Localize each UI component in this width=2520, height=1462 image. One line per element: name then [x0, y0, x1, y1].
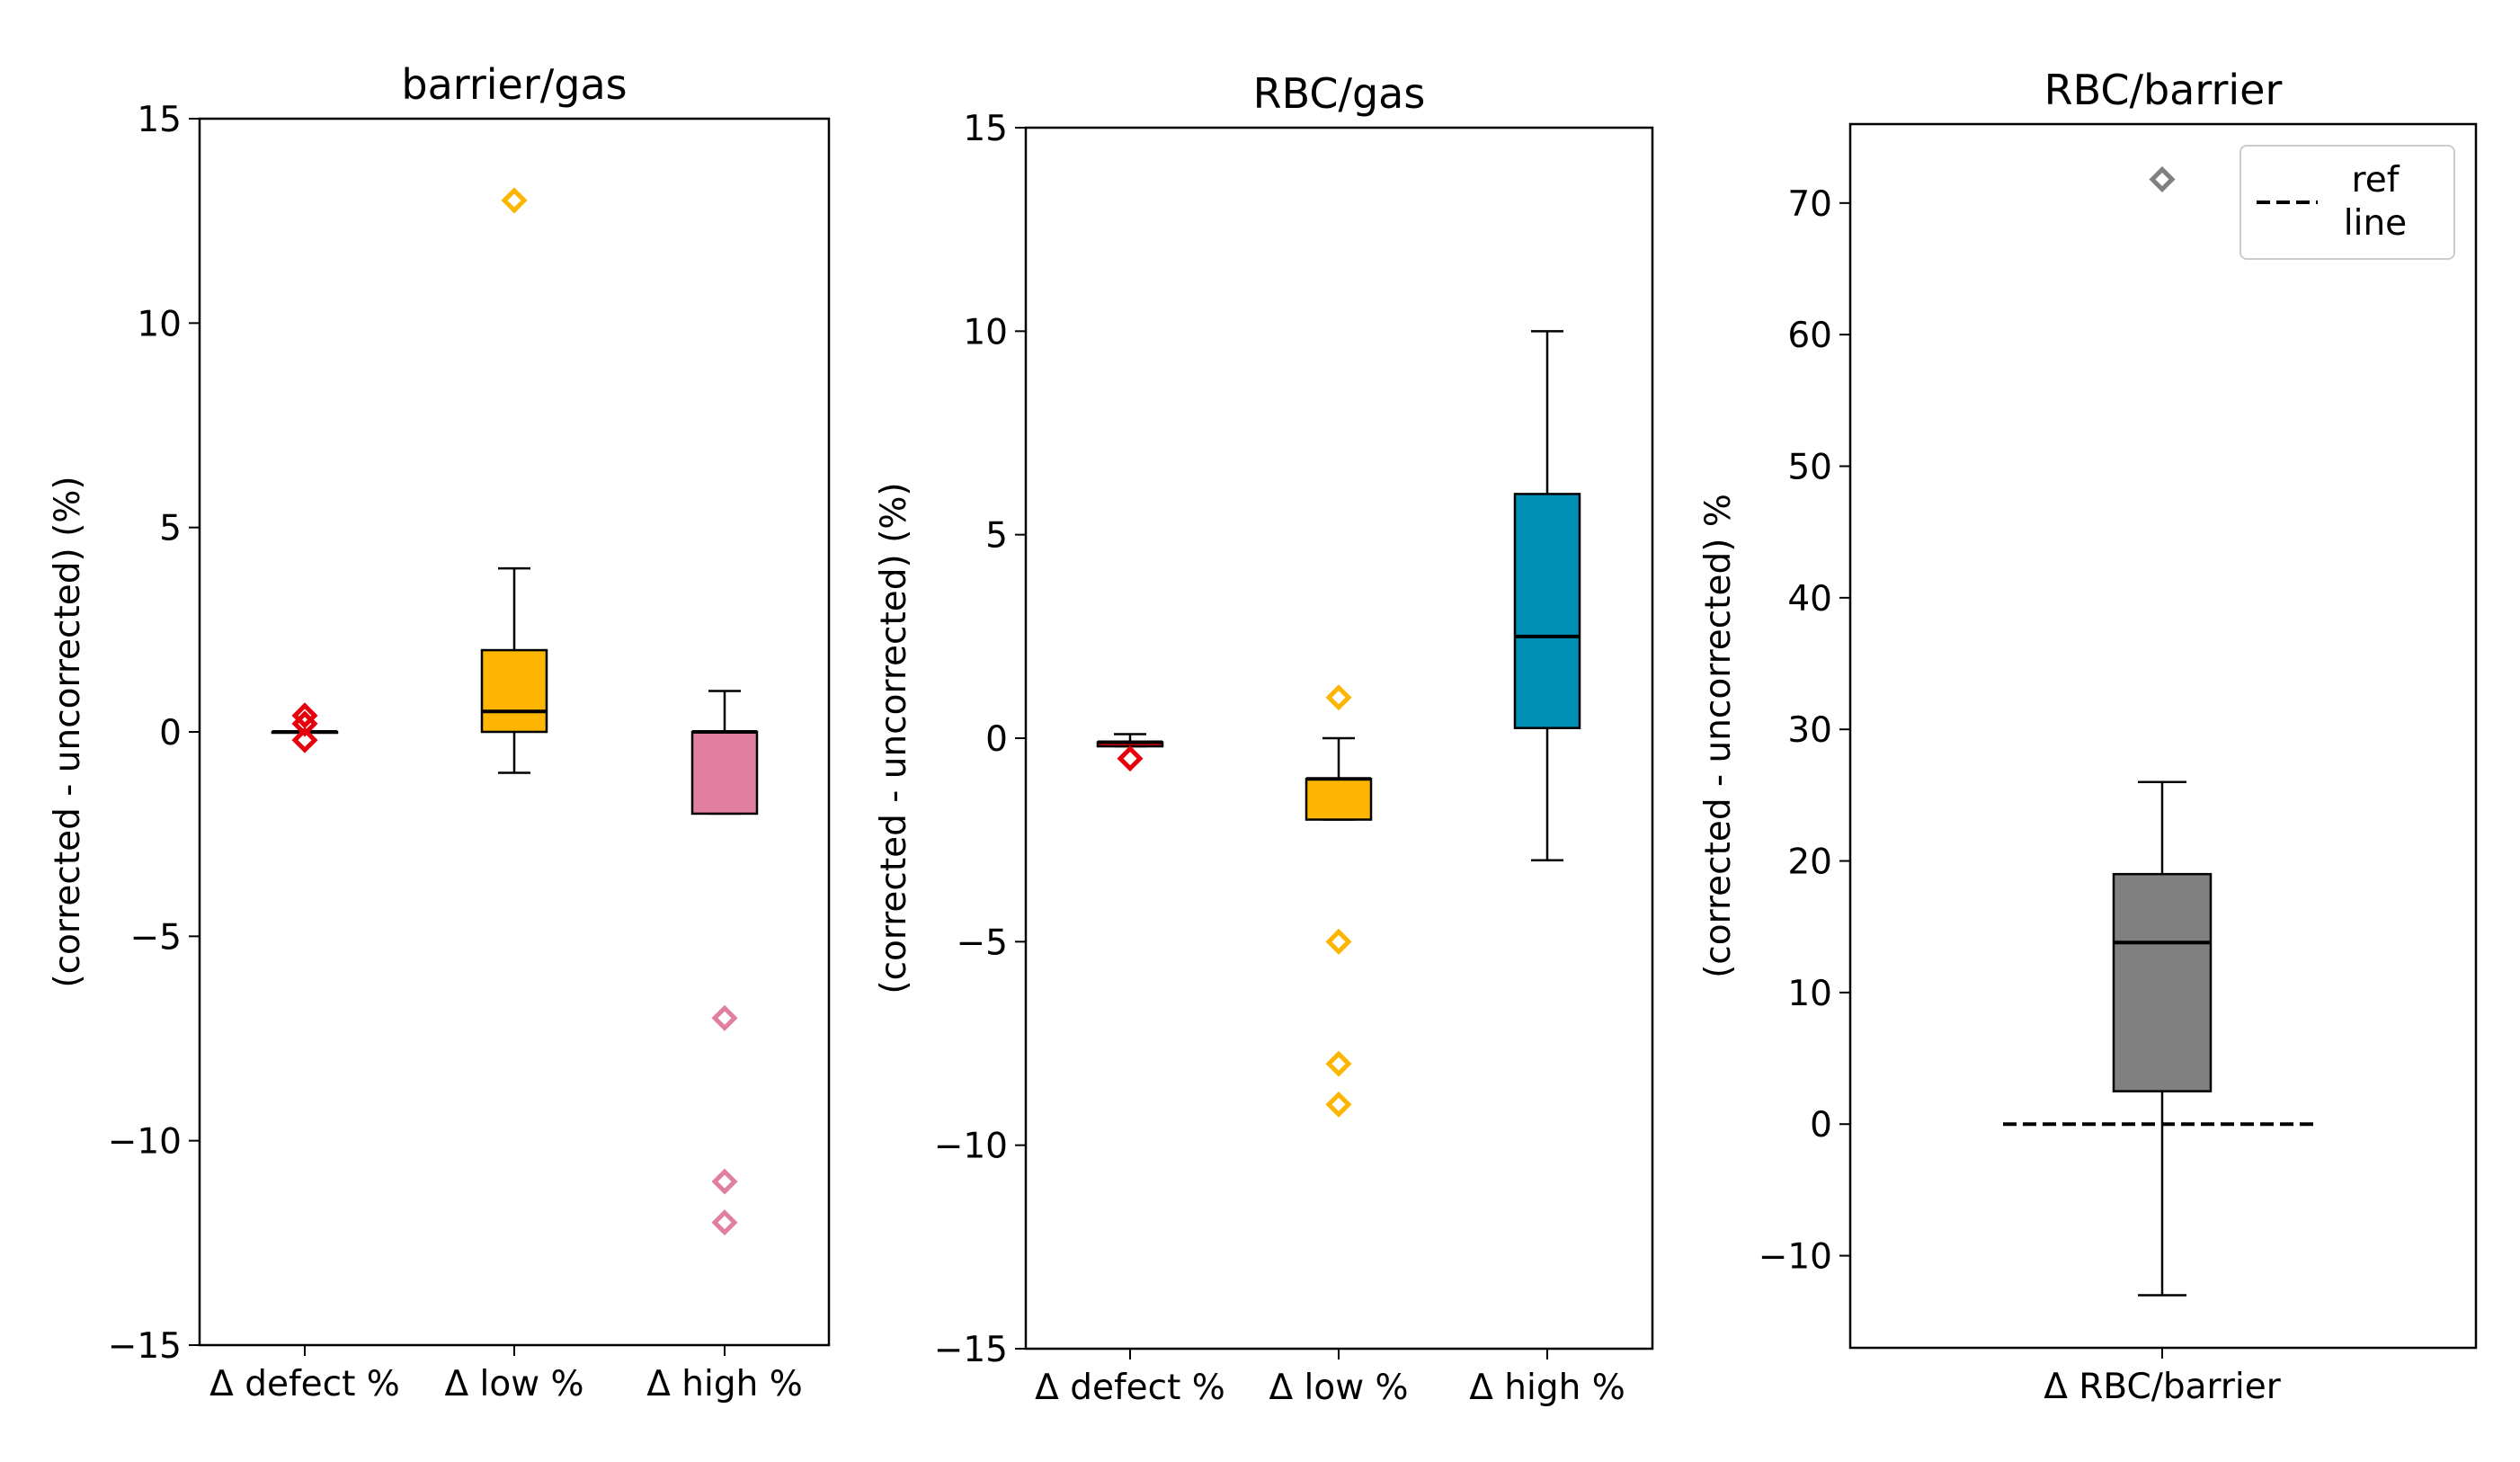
- box-iqr: [480, 648, 548, 734]
- outlier-point: [1325, 684, 1352, 711]
- y-tick-label: −15: [934, 1330, 1008, 1370]
- y-tick-label: 20: [1787, 842, 1832, 883]
- y-tick-label: −5: [130, 917, 183, 958]
- axes-frame: [1024, 126, 1654, 1351]
- outlier-point: [291, 727, 318, 753]
- y-tick-label: 5: [159, 509, 182, 549]
- chart-title: RBC/gas: [1253, 69, 1426, 118]
- legend-label: line: [2344, 203, 2407, 244]
- y-axis-label: (corrected - uncorrected) (%): [874, 482, 914, 994]
- x-tick-label: Δ defect %: [1035, 1368, 1225, 1408]
- outlier-point: [1325, 928, 1352, 955]
- y-tick-label: 40: [1787, 579, 1832, 620]
- outlier-point: [711, 1168, 738, 1195]
- y-tick-label: 10: [1787, 974, 1832, 1014]
- y-tick-label: 70: [1787, 184, 1832, 225]
- x-tick-label: Δ low %: [444, 1364, 583, 1404]
- y-tick-label: −10: [934, 1127, 1008, 1167]
- y-axis-label: (corrected - uncorrected) %: [1698, 494, 1739, 978]
- box-iqr: [690, 730, 759, 816]
- x-tick-label: Δ high %: [1469, 1368, 1625, 1408]
- axes-frame: [198, 117, 831, 1347]
- panel-barrier-gas: barrier/gas (corrected - uncorrected) (%)…: [48, 60, 831, 1404]
- x-tick-label: Δ high %: [646, 1364, 803, 1404]
- y-tick-label: −15: [108, 1326, 182, 1367]
- panel-rbc-gas: RBC/gas (corrected - uncorrected) (%) 15 10…: [874, 69, 1654, 1408]
- y-tick-label: 10: [963, 312, 1008, 352]
- legend-label: ref: [2352, 160, 2400, 201]
- outlier-point: [291, 702, 318, 729]
- chart-title: RBC/barrier: [2044, 66, 2283, 114]
- y-tick-label: 5: [985, 516, 1008, 557]
- y-tick-label: 30: [1787, 710, 1832, 751]
- y-tick-label: 60: [1787, 316, 1832, 356]
- outlier-point: [1325, 1091, 1352, 1118]
- x-tick-label: Δ RBC/barrier: [2044, 1367, 2281, 1407]
- legend-frame: [2240, 145, 2455, 260]
- box-iqr: [1513, 493, 1581, 729]
- outlier-point: [1325, 1050, 1352, 1077]
- y-tick-label: 0: [985, 719, 1008, 760]
- panel-rbc-barrier: RBC/barrier (corrected - uncorrected) % 70…: [1698, 66, 2478, 1407]
- outlier-point: [1117, 745, 1144, 772]
- y-tick-label: −10: [1759, 1237, 1832, 1278]
- box-iqr: [1305, 778, 1373, 821]
- y-axis-label: (corrected - uncorrected) (%): [48, 476, 88, 987]
- y-tick-label: 10: [137, 304, 182, 344]
- outlier-point: [2149, 165, 2176, 193]
- outlier-point: [291, 710, 318, 737]
- outlier-point: [711, 1004, 738, 1031]
- y-tick-label: 0: [159, 713, 182, 753]
- y-tick-label: 50: [1787, 447, 1832, 487]
- y-tick-label: −10: [108, 1122, 182, 1163]
- outlier-point: [711, 1209, 738, 1236]
- x-tick-label: Δ defect %: [209, 1364, 400, 1404]
- outlier-point: [501, 187, 528, 214]
- axes-frame: [1848, 122, 2478, 1350]
- chart-title: barrier/gas: [401, 60, 627, 109]
- box-iqr: [2112, 872, 2213, 1092]
- y-tick-label: 15: [963, 109, 1008, 149]
- y-tick-label: −5: [957, 923, 1009, 963]
- x-tick-label: Δ low %: [1269, 1368, 1408, 1408]
- y-tick-label: 0: [1810, 1105, 1832, 1146]
- y-tick-label: 15: [137, 100, 182, 140]
